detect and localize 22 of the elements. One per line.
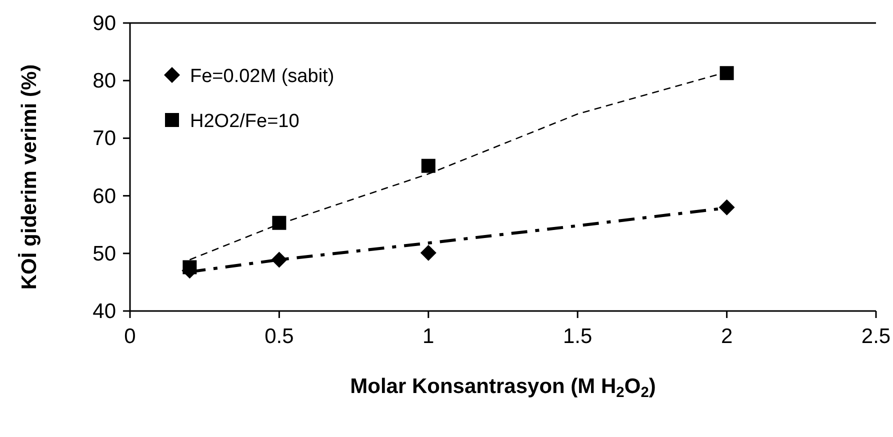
y-tick-label: 70 <box>92 127 116 150</box>
point <box>720 66 734 80</box>
y-tick-label: 80 <box>92 70 116 93</box>
x-axis-title: Molar Konsantrasyon (M H$_{2}$O$_{2}$) <box>350 375 656 401</box>
y-tick-label: 60 <box>92 184 116 208</box>
x-tick-label: 1.5 <box>563 325 592 348</box>
x-tick-label: 1 <box>422 325 434 348</box>
legend-label: Fe=0.02M (sabit) <box>190 66 334 87</box>
x-tick-label: 2.5 <box>861 325 891 348</box>
y-tick-label: 90 <box>92 12 116 35</box>
point <box>272 216 286 230</box>
point <box>271 252 288 268</box>
point <box>420 244 436 261</box>
point <box>718 199 735 216</box>
y-tick-label: 50 <box>92 242 116 266</box>
x-tick-label: 0 <box>124 325 136 348</box>
y-axis-title: KOİ giderim verimi (%) <box>18 64 41 290</box>
x-tick-label: 2 <box>720 325 733 348</box>
y-tick-label: 40 <box>92 300 116 323</box>
legend-label: H2O2/Fe=10 <box>190 111 300 132</box>
point <box>421 158 436 173</box>
x-tick-label: 0.5 <box>264 325 294 348</box>
